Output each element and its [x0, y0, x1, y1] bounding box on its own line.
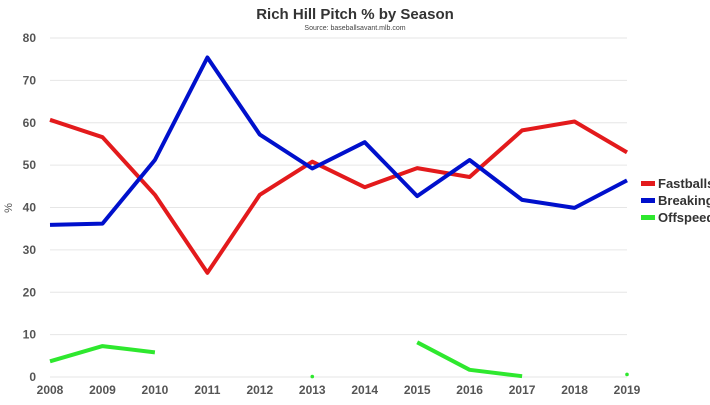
legend-swatch: [641, 181, 655, 186]
series-line: [416, 340, 523, 379]
y-tick-label: 20: [23, 285, 37, 299]
legend-item-offspeed: Offspeed: [641, 210, 710, 225]
x-tick-label: 2012: [246, 383, 273, 397]
series-fastballs: [49, 117, 629, 275]
x-tick-label: 2019: [614, 383, 641, 397]
x-tick-label: 2008: [37, 383, 64, 397]
data-point: [310, 374, 315, 379]
x-tick-label: 2010: [142, 383, 169, 397]
chart-title: Rich Hill Pitch % by Season: [256, 6, 454, 23]
x-tick-label: 2016: [456, 383, 483, 397]
legend: Fastballs Breaking Offspeed: [641, 176, 710, 225]
series-line: [49, 344, 156, 364]
series-line: [49, 117, 629, 275]
y-tick-label: 40: [23, 201, 37, 215]
x-tick-label: 2009: [89, 383, 116, 397]
y-tick-label: 80: [23, 31, 37, 45]
series-offspeed: [49, 340, 629, 379]
x-axis-ticks: 2008 2009 2010 2011 2012 2013 2014 2015 2016 2017…: [37, 383, 641, 397]
x-tick-label: 2011: [194, 383, 220, 397]
y-tick-label: 10: [23, 328, 37, 342]
legend-label: Offspeed: [658, 210, 710, 225]
legend-label: Breaking: [658, 193, 710, 208]
y-tick-label: 30: [23, 243, 37, 257]
y-tick-label: 70: [23, 73, 37, 87]
data-point: [625, 372, 629, 377]
legend-item-breaking: Breaking: [641, 193, 710, 208]
legend-item-fastballs: Fastballs: [641, 176, 710, 191]
x-tick-label: 2013: [299, 383, 326, 397]
legend-label: Fastballs: [658, 176, 710, 191]
series-line: [49, 55, 628, 227]
x-tick-label: 2018: [561, 383, 588, 397]
y-tick-label: 60: [23, 116, 37, 130]
x-tick-label: 2017: [509, 383, 536, 397]
series: [49, 55, 629, 379]
chart-subtitle: Source: baseballsavant.mlb.com: [304, 25, 405, 32]
x-tick-label: 2015: [404, 383, 431, 397]
x-tick-label: 2014: [351, 383, 378, 397]
y-axis-label: %: [3, 203, 15, 213]
legend-swatch: [641, 215, 655, 220]
gridlines: [50, 37, 627, 378]
y-axis-ticks: 0 10 20 30 40 50 60 70 80: [23, 31, 37, 384]
legend-swatch: [641, 198, 655, 203]
y-tick-label: 0: [29, 370, 36, 384]
y-tick-label: 50: [23, 158, 37, 172]
series-breaking: [49, 55, 628, 227]
